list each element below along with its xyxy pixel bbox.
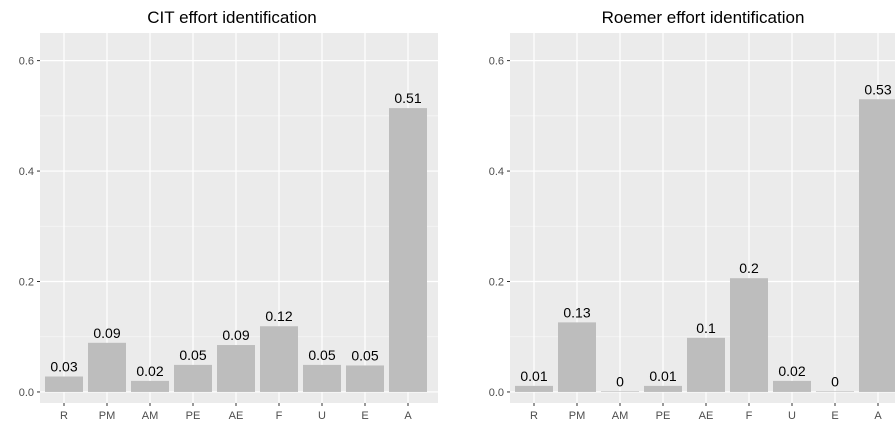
- x-tick-label-pe: PE: [186, 410, 201, 422]
- x-tick-label-ae: AE: [699, 410, 714, 422]
- bar-value-label-am: 0.02: [136, 363, 163, 379]
- bar-ae: [217, 345, 255, 392]
- bar-r: [515, 385, 553, 392]
- bar-e: [816, 391, 854, 393]
- plot-panel-background: [40, 33, 438, 403]
- bars-group: [515, 99, 895, 393]
- x-tick-label-am: AM: [142, 410, 159, 422]
- bar-value-label-pm: 0.09: [93, 325, 120, 341]
- bar-e: [346, 365, 384, 392]
- bar-value-label-pm: 0.13: [563, 304, 590, 320]
- chart-panel-2: 0.01 0.13 0 0.01 0.1 0.2 0.02 0 0.53 0.0 0.2 0.4 0.6…: [489, 8, 895, 422]
- y-tick-label: 0.6: [489, 56, 504, 68]
- y-tick-label: 0.0: [19, 387, 34, 399]
- bar-pm: [88, 342, 126, 392]
- x-tick-label-f: F: [276, 410, 283, 422]
- bar-pe: [174, 364, 212, 392]
- bar-am: [131, 380, 169, 392]
- bar-value-label-am: 0: [616, 373, 624, 389]
- bar-u: [773, 380, 811, 392]
- x-tick-label-r: R: [530, 410, 538, 422]
- y-tick-label: 0.4: [489, 166, 504, 178]
- bars-group: [45, 108, 427, 392]
- bar-am: [601, 391, 639, 393]
- x-tick-label-e: E: [831, 410, 838, 422]
- bar-a: [859, 99, 895, 392]
- chart-title: Roemer effort identification: [602, 8, 805, 27]
- x-tick-label-a: A: [404, 410, 412, 422]
- bar-value-label-r: 0.01: [520, 368, 547, 384]
- bar-value-label-u: 0.05: [308, 347, 335, 363]
- bar-r: [45, 376, 83, 392]
- bar-u: [303, 364, 341, 392]
- bar-a: [389, 108, 427, 392]
- bar-value-label-a: 0.51: [394, 90, 421, 106]
- x-tick-label-pe: PE: [656, 410, 671, 422]
- bar-value-label-ae: 0.1: [696, 320, 716, 336]
- y-tick-label: 0.6: [19, 56, 34, 68]
- bar-value-label-pe: 0.01: [649, 368, 676, 384]
- bar-value-label-a: 0.53: [864, 81, 891, 97]
- x-tick-label-ae: AE: [229, 410, 244, 422]
- bar-value-label-f: 0.2: [739, 260, 759, 276]
- bar-value-label-f: 0.12: [265, 308, 292, 324]
- x-tick-label-u: U: [788, 410, 796, 422]
- x-tick-label-r: R: [60, 410, 68, 422]
- bar-value-label-r: 0.03: [50, 358, 77, 374]
- x-tick-label-f: F: [746, 410, 753, 422]
- bar-f: [730, 278, 768, 392]
- y-tick-label: 0.4: [19, 166, 34, 178]
- bar-value-label-u: 0.02: [778, 363, 805, 379]
- x-tick-label-e: E: [361, 410, 368, 422]
- bar-pm: [558, 322, 596, 392]
- y-tick-label: 0.0: [489, 387, 504, 399]
- bar-f: [260, 326, 298, 392]
- x-tick-label-pm: PM: [569, 410, 586, 422]
- x-tick-label-u: U: [318, 410, 326, 422]
- bar-value-label-pe: 0.05: [179, 347, 206, 363]
- bar-ae: [687, 337, 725, 392]
- x-tick-label-a: A: [874, 410, 882, 422]
- chart-panel-1: 0.03 0.09 0.02 0.05 0.09 0.12 0.05 0.05 0.51 0.0 0…: [19, 8, 438, 422]
- y-tick-label: 0.2: [489, 277, 504, 289]
- y-tick-label: 0.2: [19, 277, 34, 289]
- bar-pe: [644, 385, 682, 392]
- chart-title: CIT effort identification: [147, 8, 316, 27]
- bar-value-label-e: 0: [831, 373, 839, 389]
- bar-value-label-ae: 0.09: [222, 327, 249, 343]
- bar-value-label-e: 0.05: [351, 347, 378, 363]
- x-tick-label-am: AM: [612, 410, 629, 422]
- x-tick-label-pm: PM: [99, 410, 116, 422]
